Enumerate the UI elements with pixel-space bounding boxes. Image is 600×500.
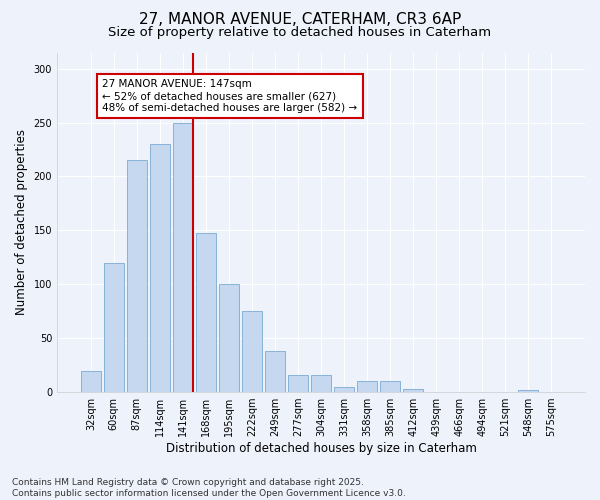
Bar [288, 375, 308, 392]
Bar [357, 382, 377, 392]
Bar [219, 284, 239, 392]
Bar [334, 386, 354, 392]
Bar [380, 382, 400, 392]
Bar [311, 375, 331, 392]
Bar [265, 351, 285, 392]
Bar [104, 262, 124, 392]
Bar [81, 370, 101, 392]
Text: 27, MANOR AVENUE, CATERHAM, CR3 6AP: 27, MANOR AVENUE, CATERHAM, CR3 6AP [139, 12, 461, 28]
Text: 27 MANOR AVENUE: 147sqm
← 52% of detached houses are smaller (627)
48% of semi-d: 27 MANOR AVENUE: 147sqm ← 52% of detache… [103, 80, 358, 112]
X-axis label: Distribution of detached houses by size in Caterham: Distribution of detached houses by size … [166, 442, 476, 455]
Bar [403, 389, 423, 392]
Text: Size of property relative to detached houses in Caterham: Size of property relative to detached ho… [109, 26, 491, 39]
Bar [150, 144, 170, 392]
Y-axis label: Number of detached properties: Number of detached properties [15, 130, 28, 316]
Bar [242, 311, 262, 392]
Text: Contains HM Land Registry data © Crown copyright and database right 2025.
Contai: Contains HM Land Registry data © Crown c… [12, 478, 406, 498]
Bar [196, 232, 216, 392]
Bar [518, 390, 538, 392]
Bar [127, 160, 146, 392]
Bar [173, 122, 193, 392]
